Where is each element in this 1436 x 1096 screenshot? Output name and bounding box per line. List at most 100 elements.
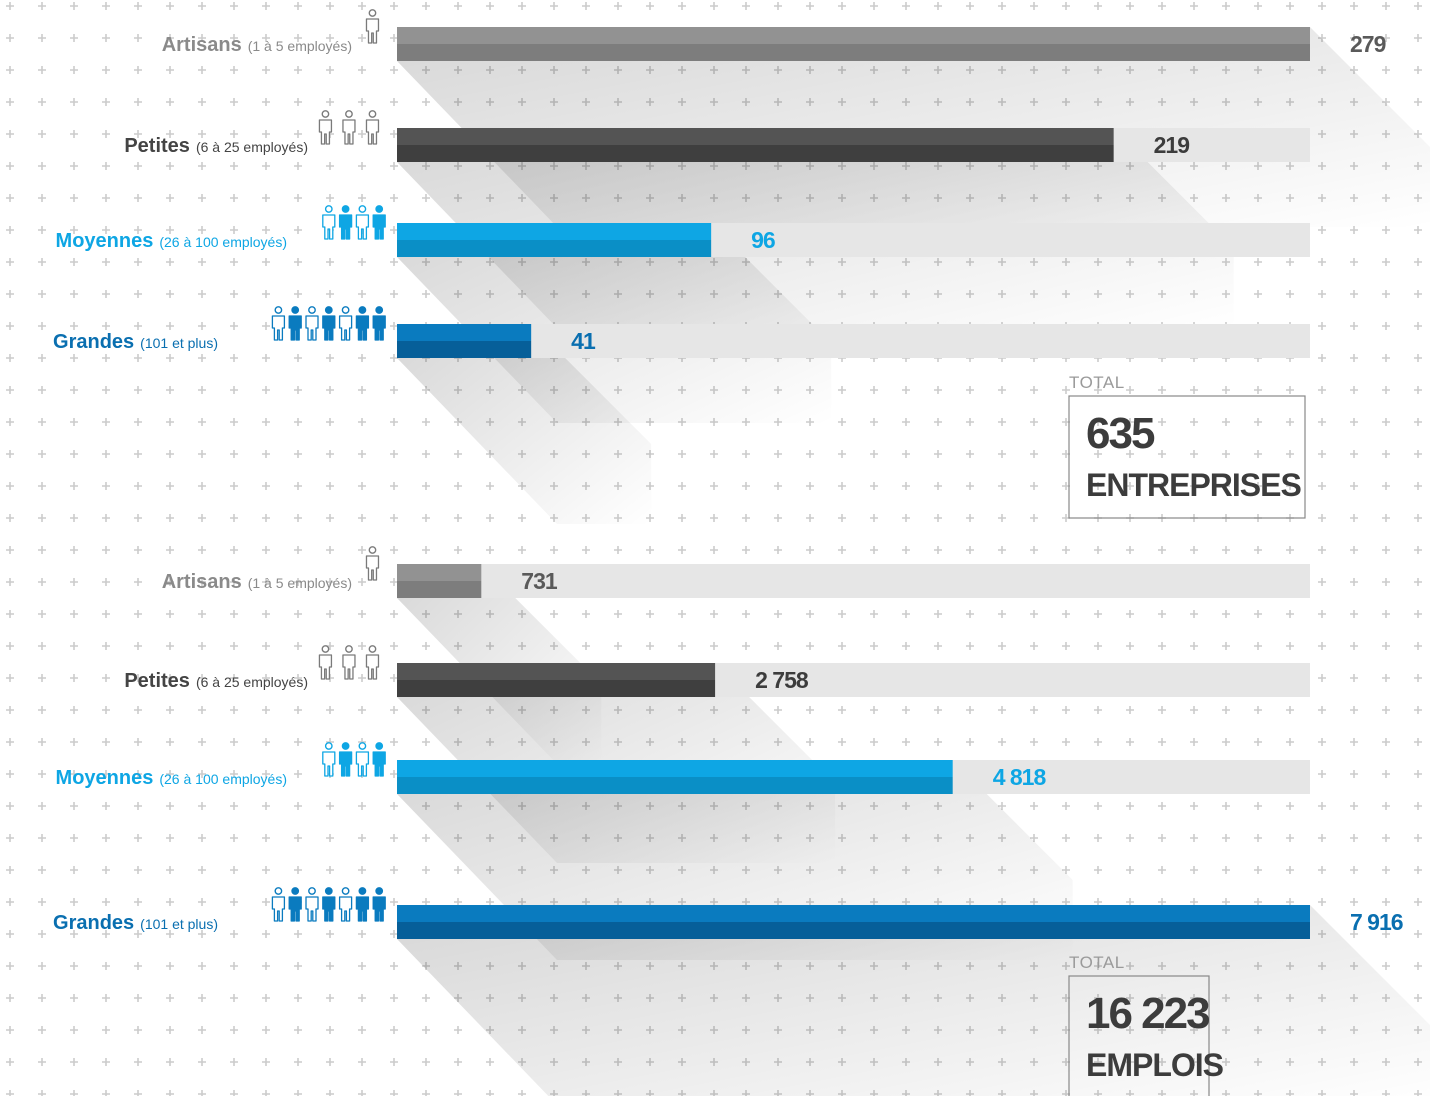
plus-mark [422, 290, 430, 298]
plus-mark [102, 834, 110, 842]
person-body [322, 315, 336, 341]
plus-mark [1094, 706, 1102, 714]
plus-mark [294, 258, 302, 266]
plus-mark [1030, 418, 1038, 426]
plus-mark [326, 802, 334, 810]
plus-mark [294, 866, 302, 874]
plus-mark [38, 226, 46, 234]
plus-mark [870, 738, 878, 746]
plus-mark [1190, 706, 1198, 714]
plus-mark [1382, 610, 1390, 618]
person-icon [338, 742, 353, 777]
plus-mark [166, 930, 174, 938]
plus-mark [70, 578, 78, 586]
plus-mark [358, 98, 366, 106]
plus-mark [838, 610, 846, 618]
plus-mark [838, 386, 846, 394]
plus-mark [70, 802, 78, 810]
person-body [318, 654, 333, 680]
plus-mark [166, 354, 174, 362]
plus-mark [1414, 386, 1422, 394]
plus-mark [326, 1090, 334, 1096]
plus-mark [6, 962, 14, 970]
plus-mark [838, 706, 846, 714]
person-body [365, 119, 380, 145]
plus-mark [70, 1026, 78, 1034]
plus-mark [166, 514, 174, 522]
plus-mark [1382, 962, 1390, 970]
plus-mark [1286, 290, 1294, 298]
plus-mark [1286, 834, 1294, 842]
plus-mark [422, 738, 430, 746]
plus-mark [38, 642, 46, 650]
plus-mark [390, 34, 398, 42]
plus-mark [1414, 706, 1422, 714]
plus-mark [102, 738, 110, 746]
person-body [322, 214, 336, 240]
plus-mark [1158, 866, 1166, 874]
plus-mark [38, 354, 46, 362]
plus-mark [358, 962, 366, 970]
plus-mark [1158, 418, 1166, 426]
plus-mark [294, 802, 302, 810]
plus-mark [294, 418, 302, 426]
plus-mark [326, 1026, 334, 1034]
plus-mark [1382, 258, 1390, 266]
plus-mark [262, 770, 270, 778]
plus-mark [198, 610, 206, 618]
plus-mark [198, 802, 206, 810]
plus-mark [1286, 546, 1294, 554]
plus-mark [38, 418, 46, 426]
person-icon [365, 546, 380, 581]
plus-mark [390, 194, 398, 202]
plus-mark [38, 322, 46, 330]
plus-mark [1382, 706, 1390, 714]
plus-mark [454, 2, 462, 10]
person-head [321, 110, 330, 118]
person-body [342, 654, 356, 680]
person-icon [338, 306, 353, 341]
plus-mark [390, 994, 398, 1002]
plus-mark [6, 546, 14, 554]
plus-mark [422, 866, 430, 874]
plus-mark [1158, 2, 1166, 10]
plus-mark [1190, 834, 1198, 842]
plus-mark [390, 546, 398, 554]
plus-mark [710, 610, 718, 618]
plus-mark [582, 546, 590, 554]
plus-mark [1126, 866, 1134, 874]
plus-mark [6, 578, 14, 586]
plus-mark [358, 258, 366, 266]
plus-mark [358, 610, 366, 618]
plus-mark [198, 674, 206, 682]
plus-mark [390, 322, 398, 330]
plus-mark [1158, 738, 1166, 746]
person-head [375, 887, 384, 895]
plus-mark [230, 962, 238, 970]
plus-mark [6, 418, 14, 426]
plus-mark [166, 802, 174, 810]
plus-mark [1254, 834, 1262, 842]
plus-mark [1190, 546, 1198, 554]
plus-mark [1254, 546, 1262, 554]
plus-mark [1318, 290, 1326, 298]
plus-mark [902, 546, 910, 554]
plus-mark [774, 450, 782, 458]
plus-mark [326, 450, 334, 458]
plus-mark [358, 354, 366, 362]
plus-mark [1126, 418, 1134, 426]
person-head [291, 306, 300, 314]
plus-mark [326, 930, 334, 938]
plus-mark [1094, 450, 1102, 458]
person-head [375, 306, 384, 314]
plus-mark [262, 578, 270, 586]
plus-mark [390, 642, 398, 650]
bar-track [397, 564, 1310, 598]
person-icon [355, 742, 370, 777]
plus-mark [1414, 34, 1422, 42]
plus-mark [262, 34, 270, 42]
plus-mark [870, 418, 878, 426]
person-icon [355, 887, 370, 922]
person-icon [365, 9, 380, 44]
person-body [318, 119, 333, 145]
